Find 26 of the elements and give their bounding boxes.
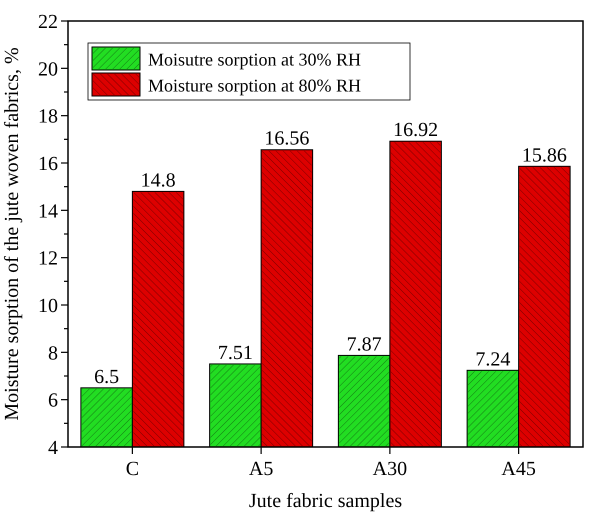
data-label: 16.92 bbox=[393, 119, 438, 142]
data-label: 7.51 bbox=[218, 342, 253, 364]
legend-label: Moisutre sorption at 30% RH bbox=[148, 49, 361, 70]
data-label: 15.86 bbox=[522, 144, 567, 166]
y-tick-label: 16 bbox=[38, 153, 58, 175]
y-tick-label: 8 bbox=[48, 342, 58, 364]
data-label: 6.5 bbox=[94, 366, 120, 388]
y-tick-label: 10 bbox=[38, 295, 58, 317]
x-tick-label: A5 bbox=[248, 458, 274, 480]
x-tick-label: C bbox=[126, 458, 140, 480]
y-tick-label: 12 bbox=[38, 248, 58, 270]
x-tick-label: A30 bbox=[372, 458, 408, 480]
data-label: 16.56 bbox=[264, 128, 310, 150]
data-label: 7.24 bbox=[475, 348, 510, 370]
y-tick-label: 22 bbox=[38, 11, 58, 33]
y-tick-label: 20 bbox=[38, 58, 58, 80]
data-label: 14.8 bbox=[140, 169, 176, 192]
y-tick-label: 14 bbox=[38, 200, 58, 222]
y-tick-label: 4 bbox=[48, 437, 58, 459]
x-tick-label: A45 bbox=[501, 458, 536, 480]
data-label: 7.87 bbox=[346, 333, 382, 356]
y-tick-label: 18 bbox=[38, 106, 58, 128]
x-axis-title: Jute fabric samples bbox=[248, 490, 402, 512]
y-axis-title: Moisture sorption of the jute woven fabrics, % bbox=[1, 47, 23, 421]
y-tick-label: 6 bbox=[48, 390, 58, 412]
legend-label: Moisture sorption at 80% RH bbox=[148, 75, 361, 96]
